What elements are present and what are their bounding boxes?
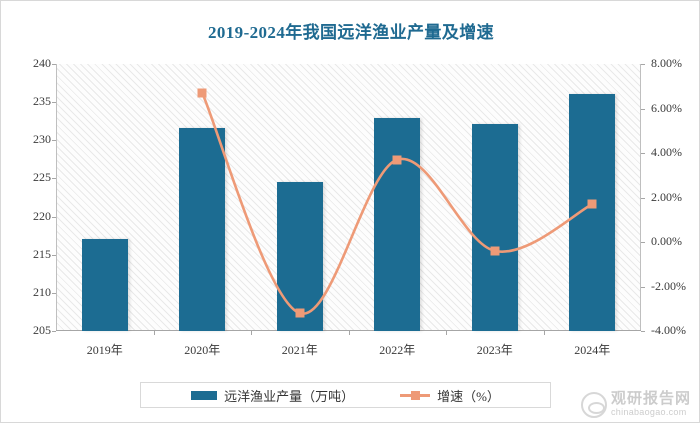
bar-2023年 <box>471 124 518 331</box>
y-right-tick-label: 0.00% <box>651 234 682 248</box>
y-left-tick-label: 240 <box>33 56 51 70</box>
y-left-tick-label: 205 <box>33 323 51 337</box>
y-left-tick-label: 230 <box>33 132 51 147</box>
y-right-tick-label: 6.00% <box>651 100 682 115</box>
legend-item-growth[interactable]: 增速（%） <box>400 386 500 405</box>
growth-marker-2023年 <box>490 246 500 256</box>
x-tick-mark <box>153 331 155 335</box>
y-right-tick-mark <box>641 286 645 288</box>
y-left-tick-mark <box>52 216 56 218</box>
bar-2020年 <box>179 128 226 331</box>
eye-logo-icon <box>580 392 607 418</box>
x-tick-mark <box>348 331 350 335</box>
x-tick-label: 2024年 <box>574 343 611 357</box>
y-right-tick-label: 4.00% <box>651 145 682 159</box>
y-left-tick-mark <box>52 102 56 104</box>
y-right-tick-mark <box>641 153 645 154</box>
chart-legend: 远洋渔业产量（万吨） 增速（%） <box>140 382 551 408</box>
legend-label-output: 远洋渔业产量（万吨） <box>224 388 355 404</box>
bar-2019年 <box>81 239 128 331</box>
y-left-tick-mark <box>52 331 56 332</box>
legend-label-growth: 增速（%） <box>437 388 500 404</box>
growth-marker-2024年 <box>587 199 597 209</box>
x-tick-mark <box>446 331 447 335</box>
x-tick-label: 2019年 <box>86 343 123 357</box>
bar-swatch-icon <box>191 390 218 400</box>
chart-title: 2019-2024年我国远洋渔业产量及增速 <box>207 23 495 42</box>
x-tick-mark <box>251 331 252 335</box>
x-axis-line <box>56 330 641 331</box>
growth-marker-2020年 <box>197 88 207 98</box>
plot-area <box>56 64 641 331</box>
y-left-tick-label: 210 <box>33 284 51 299</box>
y-left-tick-mark <box>52 292 56 294</box>
bar-2022年 <box>374 118 421 331</box>
y-right-tick-mark <box>641 64 645 65</box>
watermark: 观研报告网 chinabaogao.com <box>580 392 691 418</box>
bar-2024年 <box>569 93 616 331</box>
y-right-tick-label: 8.00% <box>651 56 682 70</box>
y-right-tick-mark <box>641 108 645 110</box>
x-tick-label: 2020年 <box>184 343 221 357</box>
watermark-en: chinabaogao.com <box>610 407 687 418</box>
growth-marker-2021年 <box>295 308 305 318</box>
legend-item-output[interactable]: 远洋渔业产量（万吨） <box>191 386 354 405</box>
x-tick-label: 2023年 <box>476 343 513 357</box>
y-left-tick-label: 225 <box>33 170 51 185</box>
x-tick-mark <box>543 331 545 335</box>
line-swatch-icon <box>400 390 431 400</box>
y-left-tick-mark <box>52 178 56 180</box>
y-right-tick-label: -2.00% <box>651 278 686 293</box>
y-left-tick-mark <box>52 140 56 142</box>
y-left-tick-label: 235 <box>33 94 51 109</box>
watermark-text: 观研报告网 chinabaogao.com <box>611 392 691 417</box>
x-tick-label: 2021年 <box>281 343 318 357</box>
growth-marker-2022年 <box>392 155 402 165</box>
y-right-tick-mark <box>641 197 645 199</box>
y-right-tick-mark <box>641 242 645 243</box>
y-right-tick-mark <box>641 331 645 332</box>
x-tick-label: 2022年 <box>379 343 416 357</box>
y-left-tick-label: 220 <box>33 208 51 223</box>
y-left-tick-mark <box>52 64 56 65</box>
y-left-tick-label: 215 <box>33 246 51 261</box>
y-left-tick-mark <box>52 254 56 256</box>
watermark-cn: 观研报告网 <box>610 391 691 408</box>
y-right-tick-label: 2.00% <box>651 189 682 204</box>
y-right-tick-label: -4.00% <box>651 323 686 337</box>
